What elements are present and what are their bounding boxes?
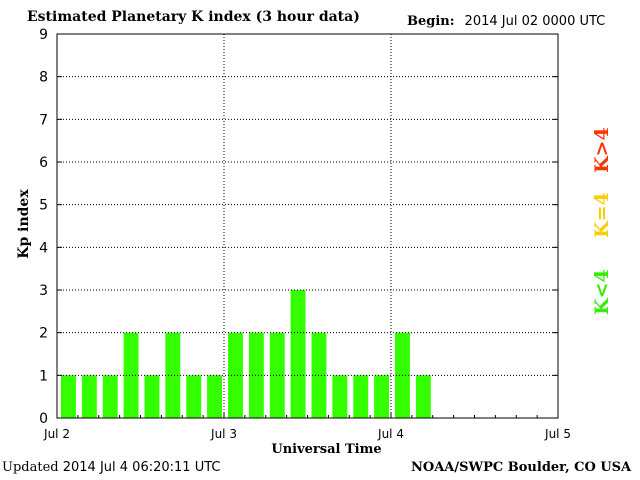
x-tick-label: Jul 4 [377,427,404,441]
x-axis-label: Universal Time [271,442,381,457]
kp-bar [228,332,243,418]
y-tick-label: 7 [39,112,48,128]
x-tick-label: Jul 5 [544,427,571,441]
kp-bar [248,332,264,418]
credit-text: NOAA/SWPC Boulder, CO USA [411,460,632,475]
y-tick-label: 0 [39,411,48,427]
kp-bar [81,375,97,418]
kp-bar [144,375,160,418]
y-tick-label: 4 [39,240,48,256]
begin-value: 2014 Jul 02 0000 UTC [464,14,606,29]
kp-bar [102,375,118,418]
legend-k-greater-4: K>4 [590,127,613,173]
x-tick-label: Jul 2 [43,427,70,441]
kp-bar [165,332,181,418]
legend-k-less-4: K<4 [590,269,613,315]
kp-bar [415,375,431,418]
y-axis-label: Kp index [16,189,32,259]
y-tick-label: 9 [39,27,48,43]
y-tick-label: 6 [39,155,48,171]
kp-bar [123,332,139,418]
x-tick-label: Jul 3 [210,427,237,441]
chart-title: Estimated Planetary K index (3 hour data… [27,9,360,25]
kp-bar [290,290,306,418]
begin-label: Begin: [407,14,455,29]
kp-bar [61,375,76,418]
y-tick-label: 8 [39,70,48,86]
kp-bar [269,332,285,418]
kp-bar [374,375,389,418]
kp-bar [353,375,369,418]
y-tick-label: 3 [39,283,48,299]
kp-bar [332,375,348,418]
kp-bar [186,375,202,418]
y-tick-label: 1 [39,368,48,384]
y-tick-label: 5 [39,198,48,214]
updated-timestamp: Updated 2014 Jul 4 06:20:11 UTC [2,460,220,475]
updated-label: Updated [2,460,59,475]
updated-value: 2014 Jul 4 06:20:11 UTC [62,460,221,475]
legend-k-equal-4: K=4 [590,192,613,238]
kp-bar [207,375,222,418]
begin-time: Begin: 2014 Jul 02 0000 UTC [407,14,605,29]
y-tick-label: 2 [39,326,48,342]
